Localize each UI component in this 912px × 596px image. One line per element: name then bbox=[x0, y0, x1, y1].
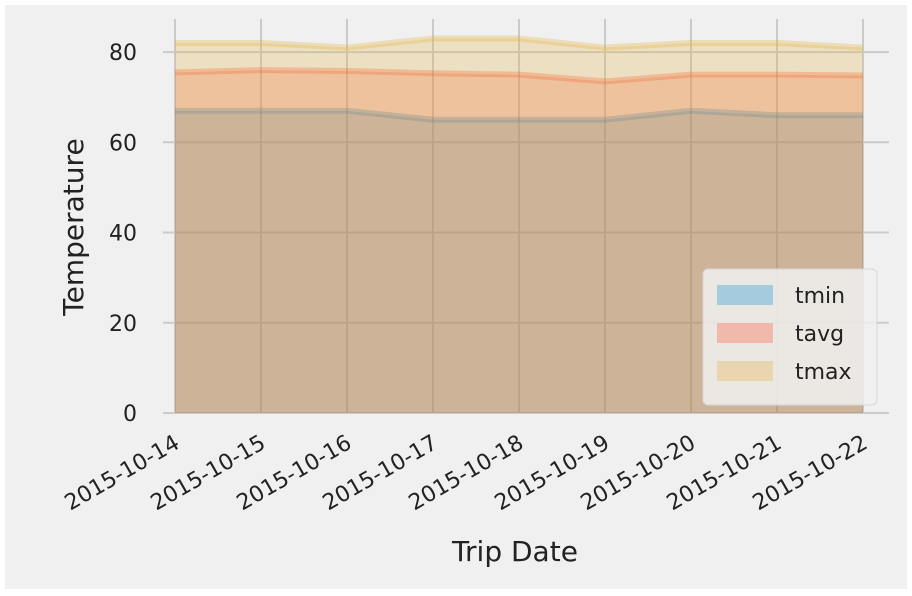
area-series bbox=[174, 35, 864, 414]
legend-box bbox=[702, 268, 878, 406]
area-tmax bbox=[175, 38, 863, 414]
x-axis-label: Trip Date bbox=[451, 535, 578, 568]
line-tavg bbox=[174, 67, 864, 85]
y-tick-label: 80 bbox=[109, 41, 137, 66]
line-tmax bbox=[175, 35, 864, 51]
legend-label-tmax: tmax bbox=[795, 360, 852, 385]
gridlines bbox=[163, 19, 889, 414]
y-tick-label: 60 bbox=[109, 131, 137, 156]
area-tavg bbox=[175, 70, 863, 414]
y-tick-label: 0 bbox=[123, 402, 137, 427]
legend-swatch-tmin bbox=[717, 285, 773, 305]
legend-label-tmin: tmin bbox=[795, 284, 845, 309]
y-tick-label: 20 bbox=[109, 312, 137, 337]
y-tick-labels: 0 20 40 60 80 bbox=[109, 41, 137, 427]
chart-figure: 0 20 40 60 80 2015-10-14 2015-10-15 2015-10-16… bbox=[5, 5, 907, 589]
legend: tmin tavg tmax bbox=[702, 268, 878, 406]
y-tick-label: 40 bbox=[109, 222, 137, 247]
legend-swatch-tavg bbox=[717, 323, 773, 343]
legend-swatch-tmax bbox=[717, 361, 773, 381]
area-tmin bbox=[175, 110, 863, 413]
line-tmin bbox=[175, 107, 863, 123]
legend-label-tavg: tavg bbox=[795, 322, 844, 347]
y-axis-label: Temperature bbox=[57, 138, 90, 316]
